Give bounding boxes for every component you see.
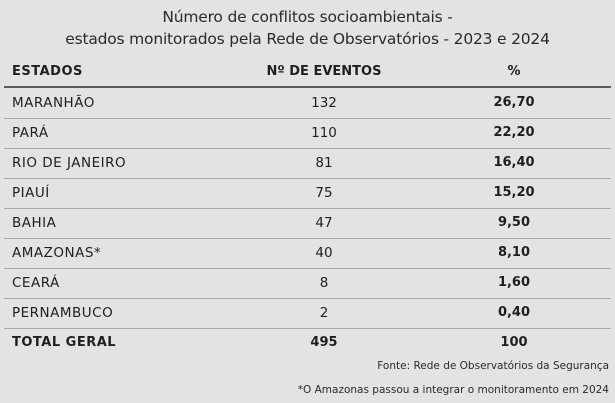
header-estados: ESTADOS bbox=[12, 64, 83, 79]
total-events: 495 bbox=[310, 335, 338, 350]
percent-cell: 0,40 bbox=[497, 305, 531, 320]
state-cell: MARANHÃO bbox=[12, 95, 95, 111]
percent-cell: 26,70 bbox=[493, 95, 535, 110]
table-row: PERNAMBUCO 2 0,40 bbox=[4, 298, 611, 329]
percent-cell: 15,20 bbox=[493, 185, 535, 200]
events-cell: 2 bbox=[319, 305, 329, 321]
table-row: PARÁ 110 22,20 bbox=[4, 118, 611, 149]
table-row: RIO DE JANEIRO 81 16,40 bbox=[4, 148, 611, 179]
percent-cell: 16,40 bbox=[493, 155, 535, 170]
source-note: Fonte: Rede de Observatórios da Seguranç… bbox=[377, 360, 609, 372]
events-cell: 75 bbox=[315, 185, 333, 201]
header-eventos: Nº DE EVENTOS bbox=[266, 64, 382, 79]
table-row: PIAUÍ 75 15,20 bbox=[4, 178, 611, 209]
table-row: AMAZONAS* 40 8,10 bbox=[4, 238, 611, 269]
events-cell: 132 bbox=[311, 95, 337, 111]
state-cell: AMAZONAS* bbox=[12, 245, 102, 261]
amazonas-footnote: *O Amazonas passou a integrar o monitora… bbox=[297, 384, 609, 396]
state-cell: PARÁ bbox=[12, 125, 49, 141]
total-label: TOTAL GERAL bbox=[12, 335, 117, 350]
chart-title-line-1: Número de conflitos socioambientais - bbox=[162, 8, 453, 26]
chart-title-line-2: estados monitorados pela Rede de Observa… bbox=[65, 30, 550, 48]
events-cell: 81 bbox=[315, 155, 333, 171]
table-row: CEARÁ 8 1,60 bbox=[4, 268, 611, 299]
header-percent: % bbox=[507, 64, 521, 79]
state-cell: PERNAMBUCO bbox=[12, 305, 114, 321]
table-header-row: ESTADOS Nº DE EVENTOS % bbox=[4, 58, 611, 88]
state-cell: BAHIA bbox=[12, 215, 57, 231]
events-cell: 47 bbox=[315, 215, 333, 231]
table-total-row: TOTAL GERAL 495 100 bbox=[4, 328, 611, 358]
state-cell: PIAUÍ bbox=[12, 185, 50, 201]
percent-cell: 1,60 bbox=[497, 275, 531, 290]
events-cell: 8 bbox=[319, 275, 329, 291]
table-row: MARANHÃO 132 26,70 bbox=[4, 88, 611, 119]
state-cell: RIO DE JANEIRO bbox=[12, 155, 127, 171]
total-percent: 100 bbox=[500, 335, 528, 350]
state-cell: CEARÁ bbox=[12, 275, 60, 291]
events-cell: 110 bbox=[311, 125, 337, 141]
percent-cell: 9,50 bbox=[497, 215, 531, 230]
percent-cell: 22,20 bbox=[493, 125, 535, 140]
events-cell: 40 bbox=[315, 245, 333, 261]
table-row: BAHIA 47 9,50 bbox=[4, 208, 611, 239]
percent-cell: 8,10 bbox=[497, 245, 531, 260]
